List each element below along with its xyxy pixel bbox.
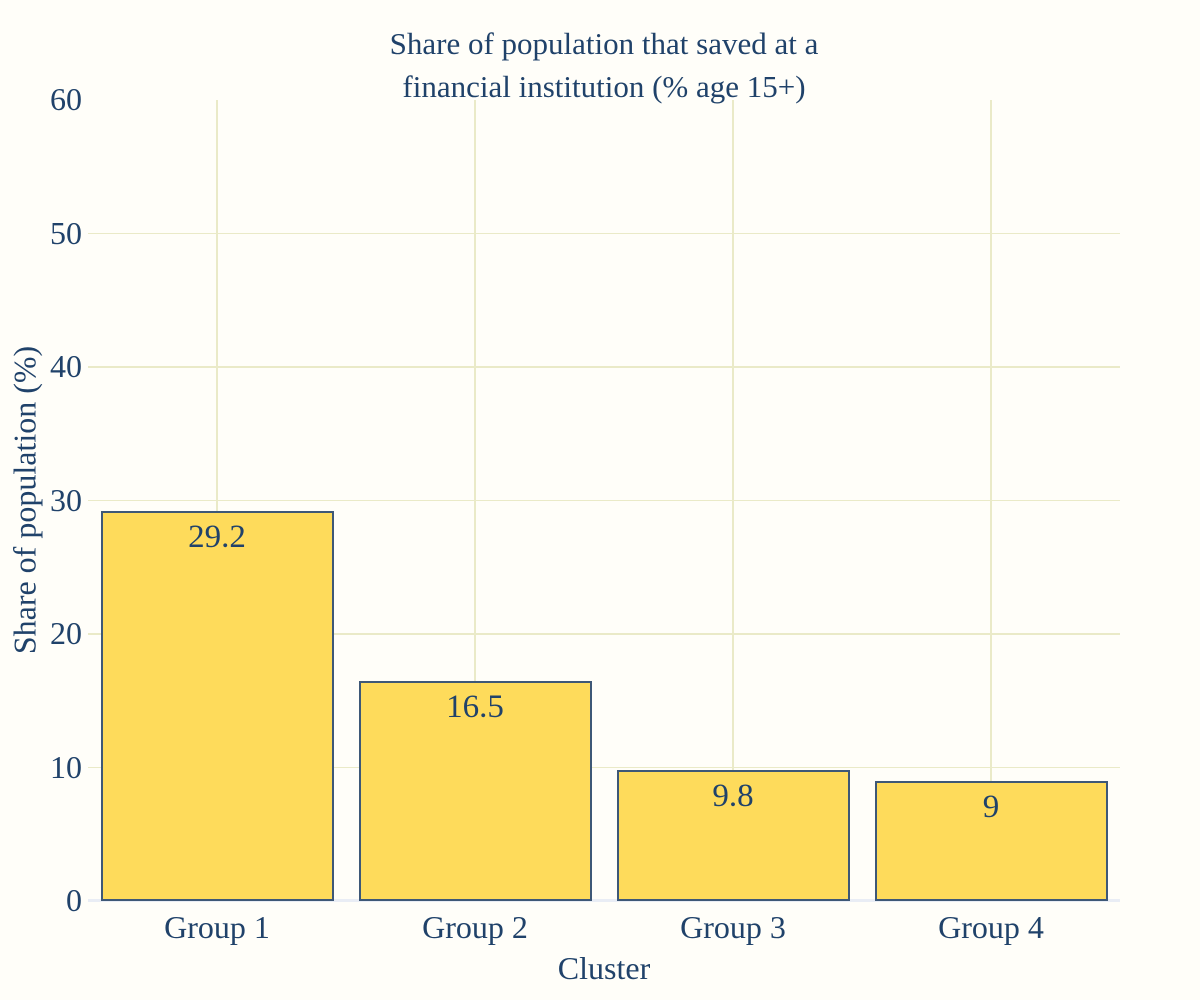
h-gridline-10: [88, 766, 1120, 769]
bar-value-label-4: 9: [982, 788, 1000, 825]
chart-title: Share of population that saved at a fina…: [88, 22, 1120, 108]
y-tick-60: 60: [50, 81, 82, 117]
bar-value-label-1: 29.2: [188, 519, 246, 556]
v-gridline-1: [216, 100, 218, 901]
bar-group-2: [358, 680, 592, 901]
v-gridline-3: [732, 100, 734, 901]
y-tick-20: 20: [50, 615, 82, 651]
bar-value-label-2: 16.5: [446, 688, 504, 725]
h-gridline-30: [88, 499, 1120, 502]
v-gridline-2: [474, 100, 476, 901]
bar-value-label-3: 9.8: [712, 778, 754, 815]
x-axis-zeroline: [88, 899, 1120, 902]
h-gridline-50: [88, 232, 1120, 235]
y-tick-50: 50: [50, 214, 82, 251]
h-gridline-20: [88, 633, 1120, 635]
bar-group-1: [100, 511, 334, 901]
bar-group-3: [616, 770, 850, 901]
x-tick-group-4: Group 4: [938, 909, 1044, 945]
h-gridline-40: [88, 366, 1120, 368]
y-tick-0: 0: [66, 882, 82, 918]
y-tick-10: 10: [50, 748, 82, 785]
bar-group-4: [874, 780, 1108, 901]
x-tick-group-3: Group 3: [680, 909, 786, 945]
plot-area: 29.2 16.5 9.8 9: [88, 100, 1120, 902]
y-tick-30: 30: [50, 481, 82, 518]
x-tick-group-2: Group 2: [422, 909, 528, 945]
v-gridline-4: [990, 100, 992, 901]
chart-title-line-1: Share of population that saved at a: [389, 26, 819, 61]
chart-title-line-2: financial institution (% age 15+): [402, 69, 806, 104]
y-tick-40: 40: [50, 348, 82, 384]
x-axis-title: Cluster: [557, 950, 651, 986]
x-tick-group-1: Group 1: [164, 909, 270, 945]
